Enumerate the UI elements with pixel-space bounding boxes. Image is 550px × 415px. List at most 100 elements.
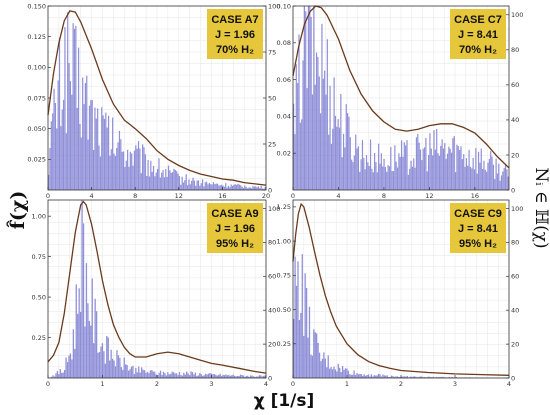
bar [139, 372, 141, 378]
bar [365, 375, 367, 378]
bar [336, 371, 338, 378]
bar [225, 374, 227, 378]
bar [143, 370, 146, 378]
bar [195, 185, 197, 190]
bar [173, 168, 175, 190]
r-tick-label: 20 [511, 340, 519, 348]
bar [422, 377, 424, 378]
bar [341, 366, 344, 378]
bar [231, 185, 234, 190]
bar [371, 168, 373, 190]
bar [116, 350, 118, 378]
bar [120, 139, 122, 190]
bar [207, 373, 210, 378]
bar [347, 113, 349, 190]
bar [151, 370, 153, 378]
bar [396, 167, 399, 190]
bar [180, 374, 182, 378]
bar [107, 115, 110, 190]
bar [448, 146, 450, 190]
bar [300, 312, 302, 378]
bar [334, 115, 337, 190]
bar [91, 100, 93, 190]
bar [455, 172, 457, 190]
bar [298, 319, 301, 378]
bar [264, 375, 266, 378]
bar [171, 371, 173, 378]
bar [181, 375, 184, 378]
bar [103, 118, 106, 190]
bar [315, 52, 318, 191]
bar [93, 343, 95, 378]
y-tick-label: 0.10 [277, 2, 291, 10]
bar [331, 369, 334, 378]
bar [122, 151, 125, 190]
bar [68, 63, 70, 190]
bar [317, 342, 319, 378]
bar [119, 357, 121, 378]
r-tick-label: 100 [268, 2, 280, 10]
bar [322, 78, 324, 190]
bar [377, 373, 380, 378]
bar [333, 366, 335, 378]
bar [305, 288, 308, 378]
y-tick-label: 0.50 [32, 293, 46, 301]
bar [374, 152, 376, 190]
bar [314, 84, 316, 190]
bar [425, 137, 427, 190]
bar [136, 372, 138, 378]
bar [117, 142, 119, 190]
bar [239, 374, 242, 378]
y-tick-label: 0.025 [27, 156, 46, 164]
bar [349, 137, 351, 190]
bar [496, 173, 499, 190]
bar [367, 162, 369, 190]
bar [203, 186, 205, 190]
bar [486, 171, 488, 190]
bar [444, 377, 446, 378]
bar [110, 149, 112, 190]
bar [103, 351, 105, 378]
bar [413, 376, 416, 378]
bar [219, 185, 221, 190]
density-curve [292, 202, 510, 376]
bar [297, 83, 299, 190]
bar [165, 168, 167, 190]
bar [359, 373, 361, 378]
bar [95, 118, 97, 190]
bar [236, 375, 239, 378]
bar [122, 369, 124, 378]
bar [413, 158, 415, 190]
bar [380, 153, 382, 190]
x-tick-label: 8 [133, 192, 137, 200]
bar [185, 174, 187, 190]
bar [66, 362, 69, 378]
bar [199, 185, 201, 190]
bar [167, 372, 169, 378]
bar [395, 376, 397, 378]
bar [391, 170, 393, 190]
r-tick-label: 80 [511, 239, 519, 247]
bar [245, 376, 247, 378]
bar [379, 163, 381, 190]
bar [306, 88, 308, 190]
bar [175, 373, 178, 378]
bar [56, 128, 58, 190]
bar [337, 119, 339, 190]
bar [162, 371, 165, 378]
bar [240, 185, 242, 190]
bar [393, 376, 396, 378]
bar [155, 172, 157, 190]
bar [352, 374, 354, 378]
bar [455, 376, 458, 378]
bar [58, 374, 60, 378]
bar [49, 147, 51, 190]
bar [494, 179, 496, 190]
bar [437, 153, 439, 190]
bar [140, 173, 142, 190]
bar [435, 376, 437, 378]
bar [162, 170, 164, 190]
bar [102, 115, 104, 190]
r-tick-label: 0 [511, 374, 515, 382]
bar [214, 184, 216, 190]
